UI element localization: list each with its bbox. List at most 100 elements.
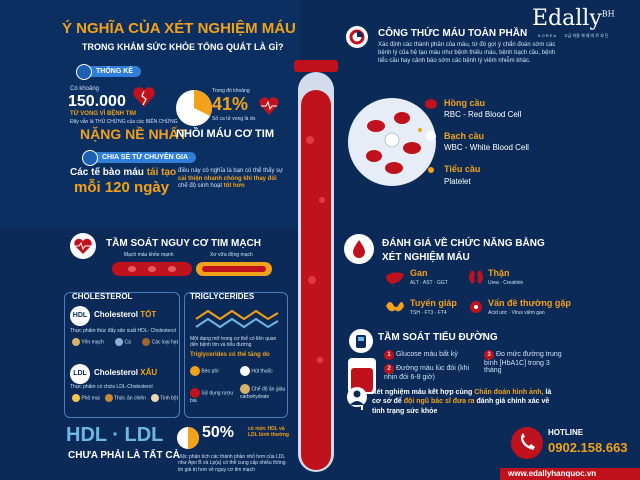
expert-desc: điều này có nghĩa là bạn có thể thấy sự … xyxy=(178,168,288,191)
blood-formula-desc: Xác định các thành phần của máu, từ đó g… xyxy=(378,42,556,64)
blood-drop-icon xyxy=(344,234,374,264)
ldl-quality: XẤU xyxy=(140,368,158,377)
rbc-name: Hồng cầu xyxy=(444,98,486,108)
organ-title-2: XÉT NGHIỆM MÁU xyxy=(382,252,470,263)
blood-formula-title: CÔNG THỨC MÁU TOÀN PHẦN xyxy=(378,28,528,39)
stats-right-number: 41% xyxy=(212,94,249,114)
platelet-name: Tiểu cầu xyxy=(444,164,481,174)
ldl-food-fried: Thức ăn chiên xyxy=(104,394,146,402)
organ-kidney-name: Thận xyxy=(488,268,510,278)
page-subtitle: TRONG KHÁM SỨC KHỎE TỔNG QUÁT LÀ GÌ? xyxy=(82,42,284,52)
stats-left-pre: Có khoảng xyxy=(70,86,100,92)
diabetes-title: TẦM SOÁT TIỂU ĐƯỜNG xyxy=(378,332,498,343)
diabetes-item-1: 1 Glucose máu bất kỳ xyxy=(384,350,476,360)
stats-right-pre: Trong đó khoảng xyxy=(212,88,250,94)
stats-right-big: NHỒI MÁU CƠ TIM xyxy=(176,128,274,140)
factor-carbs: Chế độ ăn giàu carbohydrate xyxy=(240,384,288,400)
ldl-heading: Cholesterol XẤU xyxy=(94,368,157,377)
intro-panel xyxy=(0,0,300,228)
triglycerides-factors-title: Triglycerides có thể tăng do xyxy=(190,352,270,358)
platelet-icon xyxy=(428,167,434,173)
hdl-food-oats: Yến mạch xyxy=(72,338,104,346)
liver-icon xyxy=(386,272,404,284)
hdl-ldl-big: HDL · LDL xyxy=(66,424,164,446)
conclusion-text: Xét nghiệm máu kết hợp cùng Chẩn đoán hì… xyxy=(372,388,562,416)
brand-name: Edally xyxy=(532,6,602,31)
factor-smoking: Hút thuốc xyxy=(240,366,290,376)
triglycerides-title: TRIGLYCERIDES xyxy=(190,292,255,301)
diabetes-item-3: 3 Đo mức đường trung bình [HbA1C] trong … xyxy=(484,350,562,374)
hdl-desc: Thực phẩm thúc đẩy sản xuất HDL- Cholest… xyxy=(70,328,176,334)
fifty-percent-icon xyxy=(177,427,199,449)
stats-left-number: 150.000 xyxy=(68,93,126,110)
organ-kidney-desc: Urea · Creatinin xyxy=(488,280,524,286)
organ-liver-desc: ALT · AST · GGT xyxy=(410,280,448,286)
ldl-text: Cholesterol xyxy=(94,368,139,377)
hdl-badge: HDL xyxy=(70,306,90,326)
hdl-food-list: Yến mạch Cá Các loại hạt xyxy=(72,338,178,346)
expert-desc-pre: điều này có nghĩa là bạn có thể thấy sự xyxy=(178,168,284,174)
heart-rate-icon xyxy=(70,233,96,259)
expert-tag: CHIA SẺ TỪ CHUYÊN GIA xyxy=(81,150,197,166)
ldl-badge: LDL xyxy=(70,364,90,384)
rbc-desc: RBC - Red Blood Cell xyxy=(444,110,522,119)
microscope-cells-illustration xyxy=(348,98,436,186)
pie-chart-icon xyxy=(346,26,368,48)
organ-thyroid-desc: TSH · FT3 · FT4 xyxy=(410,310,447,316)
page-title: Ý NGHĨA CỦA XÉT NGHIỆM MÁU xyxy=(62,20,296,37)
organ-common-name: Vấn đề thường gặp xyxy=(488,298,571,308)
expert-line2: mỗi 120 ngày xyxy=(74,179,170,196)
stats-tag: THỐNG KÊ xyxy=(76,64,141,80)
ldl-food-list: Phô mai Thức ăn chiên Tinh bột xyxy=(72,394,178,402)
broken-heart-icon xyxy=(133,87,155,107)
website-link[interactable]: www.edallyhanquoc.vn xyxy=(508,469,597,478)
stats-left-big: NẶNG NỀ NHẤT xyxy=(80,126,188,142)
factor-alcohol: Sử dụng rượu bia xyxy=(190,388,238,404)
stats-right-note: Số ca tử vong là do xyxy=(212,116,256,122)
heart-pulse-icon xyxy=(259,97,279,115)
hdl-food-nuts: Các loại hạt xyxy=(142,338,178,346)
brand-sub2: 고급 미용 체 재 미 르 자 단 xyxy=(564,33,609,38)
virus-icon xyxy=(470,301,482,313)
brand-superscript: BH xyxy=(601,9,615,19)
expert-line1-pre: Các tế bào máu xyxy=(70,167,144,178)
hdl-food-fish: Cá xyxy=(115,338,131,346)
organ-liver-name: Gan xyxy=(410,268,428,278)
kidney-icon xyxy=(469,270,483,284)
doctor-icon xyxy=(347,387,367,407)
healthy-vessel-label: Mạch máu khỏe mạnh xyxy=(124,252,174,258)
molecule-illustration xyxy=(195,309,279,329)
organ-title-1: ĐÁNH GIÁ VỀ CHỨC NĂNG BẰNG xyxy=(382,238,545,249)
phone-icon xyxy=(511,427,543,459)
diabetes-item-2: 2 Đường máu lúc đói (khi nhịn đói 6-8 gi… xyxy=(384,364,470,381)
organ-thyroid-name: Tuyến giáp xyxy=(410,298,457,308)
stats-left-unit: TỬ VONG VÌ BỆNH TIM xyxy=(70,111,136,117)
brand-sub: KOREA xyxy=(538,33,558,38)
thyroid-icon xyxy=(386,302,404,312)
wbc-name: Bạch cầu xyxy=(444,131,485,141)
platelet-desc: Platelet xyxy=(444,177,471,186)
white-blood-cell-icon xyxy=(426,131,436,141)
blood-bag-icon xyxy=(348,358,376,410)
wbc-desc: WBC - White Blood Cell xyxy=(444,143,529,152)
hardened-vessel-label: Xơ vữa động mạch xyxy=(210,252,253,258)
heart-risk-title: TẦM SOÁT NGUY CƠ TIM MẠCH xyxy=(106,238,262,249)
brand-logo: EdallyBH xyxy=(532,6,615,31)
triglycerides-box xyxy=(184,292,288,418)
ldl-food-cheese: Phô mai xyxy=(72,394,100,402)
glucose-meter-icon xyxy=(349,329,373,353)
hdl-ldl-percent: 50% xyxy=(202,424,235,441)
conclusion-mid: là cơ sở để xyxy=(372,389,552,406)
expert-desc-mid: chế độ sinh hoạt xyxy=(178,183,223,189)
expert-line1: Các tế bào máu tái tạo xyxy=(70,167,176,178)
expert-desc-hl2: tốt hơn xyxy=(223,183,245,189)
percent-pie-icon xyxy=(176,90,212,126)
hdl-text: Cholesterol xyxy=(94,310,139,319)
healthy-vessel-illustration xyxy=(112,262,192,276)
conclusion-pre: Xét nghiệm máu kết hợp cùng xyxy=(372,389,473,396)
hdl-heading: Cholesterol TỐT xyxy=(94,310,156,319)
website-bar xyxy=(500,468,640,480)
conclusion-end: đánh giá chính xác về tình trạng sức khỏ… xyxy=(372,398,550,415)
stats-left-note: Đây vẫn là THỦ CHỨNG của các BIẾN CHỨNG xyxy=(70,119,178,125)
hotline-number[interactable]: 0902.158.663 xyxy=(548,440,628,455)
